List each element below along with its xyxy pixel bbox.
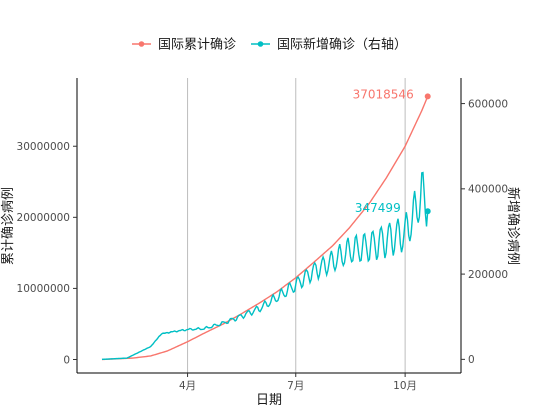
left-axis-title: 累计确诊病例 — [1, 187, 16, 265]
x-tick-label: 4月 — [179, 380, 196, 392]
plot-panel: 37018546 347499 — [101, 78, 431, 373]
legend-label-new: 国际新增确诊（右轴） — [277, 37, 407, 53]
right-tick-label: 600000 — [468, 98, 508, 110]
legend: 国际累计确诊 国际新增确诊（右轴） — [132, 37, 407, 53]
right-tick-label: 0 — [468, 354, 475, 366]
series-line-new — [101, 171, 429, 361]
left-tick-label: 30000000 — [17, 141, 70, 153]
right-tick-label: 400000 — [468, 184, 508, 196]
legend-item-new: 国际新增确诊（右轴） — [251, 37, 407, 53]
left-tick-label: 20000000 — [17, 212, 70, 224]
right-axis-title: 新增确诊病例 — [505, 187, 521, 265]
legend-key-point-cumulative — [138, 41, 145, 47]
left-tick-label: 10000000 — [17, 283, 70, 295]
end-label-new: 347499 — [355, 201, 401, 215]
end-label-cumulative: 37018546 — [353, 87, 414, 101]
end-point-cumulative — [424, 93, 431, 100]
right-axis-ticks: 0 200000 400000 600000 — [461, 98, 508, 366]
left-tick-label: 0 — [63, 354, 70, 366]
legend-label-cumulative: 国际累计确诊 — [158, 38, 236, 53]
series-layer: 37018546 347499 — [101, 87, 431, 361]
x-tick-label: 7月 — [287, 380, 304, 392]
x-axis-ticks: 4月 7月 10月 — [179, 373, 417, 392]
end-point-new — [424, 208, 431, 215]
x-axis-title: 日期 — [256, 393, 282, 408]
legend-item-cumulative: 国际累计确诊 — [132, 38, 236, 53]
right-tick-label: 200000 — [468, 269, 508, 281]
legend-key-point-new — [257, 41, 264, 47]
series-line-cumulative — [101, 96, 429, 361]
left-axis-ticks: 0 10000000 20000000 30000000 — [17, 141, 77, 366]
x-tick-label: 10月 — [393, 380, 417, 392]
